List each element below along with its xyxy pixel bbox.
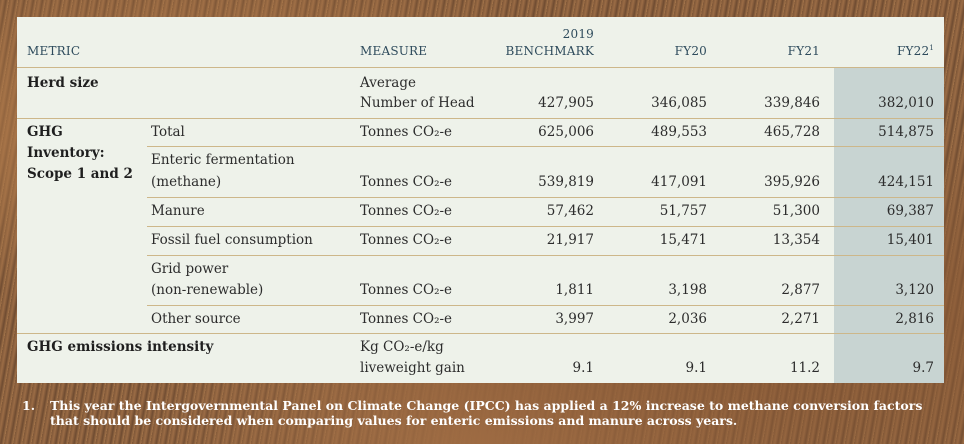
footnote-text: This year the Intergovernmental Panel on… xyxy=(50,398,923,428)
grid-label-line1: Grid power xyxy=(151,261,229,277)
total-fy22: 514,875 xyxy=(878,124,934,140)
enteric-fy22: 424,151 xyxy=(878,174,934,190)
enteric-label-line2: (methane) xyxy=(151,174,222,190)
row-divider xyxy=(147,197,944,198)
footnote-number: 1. xyxy=(22,398,36,413)
grid-fy21: 2,877 xyxy=(781,282,820,298)
row-divider xyxy=(147,226,944,227)
header-benchmark-year: 2019 xyxy=(562,27,594,41)
fossil-label: Fossil fuel consumption xyxy=(151,232,313,248)
herd-measure-line1: Average xyxy=(360,75,416,91)
fossil-fy22: 15,401 xyxy=(886,232,934,248)
row-divider xyxy=(147,255,944,256)
total-measure: Tonnes CO₂-e xyxy=(360,124,453,140)
herd-size-label: Herd size xyxy=(27,75,99,91)
enteric-measure: Tonnes CO₂-e xyxy=(360,174,453,190)
header-metric: METRIC xyxy=(27,44,81,58)
other-fy22: 2,816 xyxy=(895,311,934,327)
row-divider xyxy=(17,118,944,119)
total-fy21: 465,728 xyxy=(764,124,820,140)
enteric-label-line1: Enteric fermentation xyxy=(151,152,295,168)
header-benchmark: BENCHMARK xyxy=(505,44,594,58)
total-label: Total xyxy=(151,124,185,140)
total-2019: 625,006 xyxy=(538,124,594,140)
other-fy21: 2,271 xyxy=(781,311,820,327)
enteric-2019: 539,819 xyxy=(538,174,594,190)
grid-label-line2: (non-renewable) xyxy=(151,282,264,298)
ghg-group-line3: Scope 1 and 2 xyxy=(27,166,133,182)
grid-2019: 1,811 xyxy=(555,282,594,298)
manure-label: Manure xyxy=(151,203,205,219)
intensity-fy20: 9.1 xyxy=(685,360,707,376)
herd-measure-line2: Number of Head xyxy=(360,95,475,111)
herd-2019: 427,905 xyxy=(538,95,594,111)
row-divider xyxy=(17,333,944,334)
enteric-fy21: 395,926 xyxy=(764,174,820,190)
other-label: Other source xyxy=(151,311,241,327)
header-fy21: FY21 xyxy=(787,44,820,58)
total-fy20: 489,553 xyxy=(651,124,707,140)
other-fy20: 2,036 xyxy=(668,311,707,327)
fossil-fy21: 13,354 xyxy=(772,232,820,248)
row-divider xyxy=(147,305,944,306)
intensity-fy22: 9.7 xyxy=(912,360,934,376)
fossil-fy20: 15,471 xyxy=(659,232,707,248)
enteric-fy20: 417,091 xyxy=(651,174,707,190)
manure-fy21: 51,300 xyxy=(772,203,820,219)
manure-measure: Tonnes CO₂-e xyxy=(360,203,453,219)
herd-fy21: 339,846 xyxy=(764,95,820,111)
header-fy22: FY221 xyxy=(897,44,934,58)
fossil-measure: Tonnes CO₂-e xyxy=(360,232,453,248)
row-divider xyxy=(147,146,944,147)
intensity-measure-line2: liveweight gain xyxy=(360,360,465,376)
header-divider xyxy=(17,67,944,68)
other-measure: Tonnes CO₂-e xyxy=(360,311,453,327)
other-2019: 3,997 xyxy=(555,311,594,327)
header-fy20: FY20 xyxy=(674,44,707,58)
ghg-group-line2: Inventory: xyxy=(27,145,105,161)
intensity-measure-line1: Kg CO₂-e/kg xyxy=(360,339,444,355)
fy22-column-highlight xyxy=(834,67,944,383)
fossil-2019: 21,917 xyxy=(546,232,594,248)
herd-fy22: 382,010 xyxy=(878,95,934,111)
manure-fy22: 69,387 xyxy=(886,203,934,219)
ghg-group-line1: GHG xyxy=(27,124,63,140)
intensity-label: GHG emissions intensity xyxy=(27,339,214,355)
intensity-fy21: 11.2 xyxy=(789,360,820,376)
manure-2019: 57,462 xyxy=(546,203,594,219)
manure-fy20: 51,757 xyxy=(659,203,707,219)
herd-fy20: 346,085 xyxy=(651,95,707,111)
intensity-2019: 9.1 xyxy=(572,360,594,376)
header-measure: MEASURE xyxy=(360,44,428,58)
grid-measure: Tonnes CO₂-e xyxy=(360,282,453,298)
grid-fy22: 3,120 xyxy=(895,282,934,298)
grid-fy20: 3,198 xyxy=(668,282,707,298)
emissions-table: METRIC MEASURE 2019 BENCHMARK FY20 FY21 … xyxy=(17,17,944,383)
